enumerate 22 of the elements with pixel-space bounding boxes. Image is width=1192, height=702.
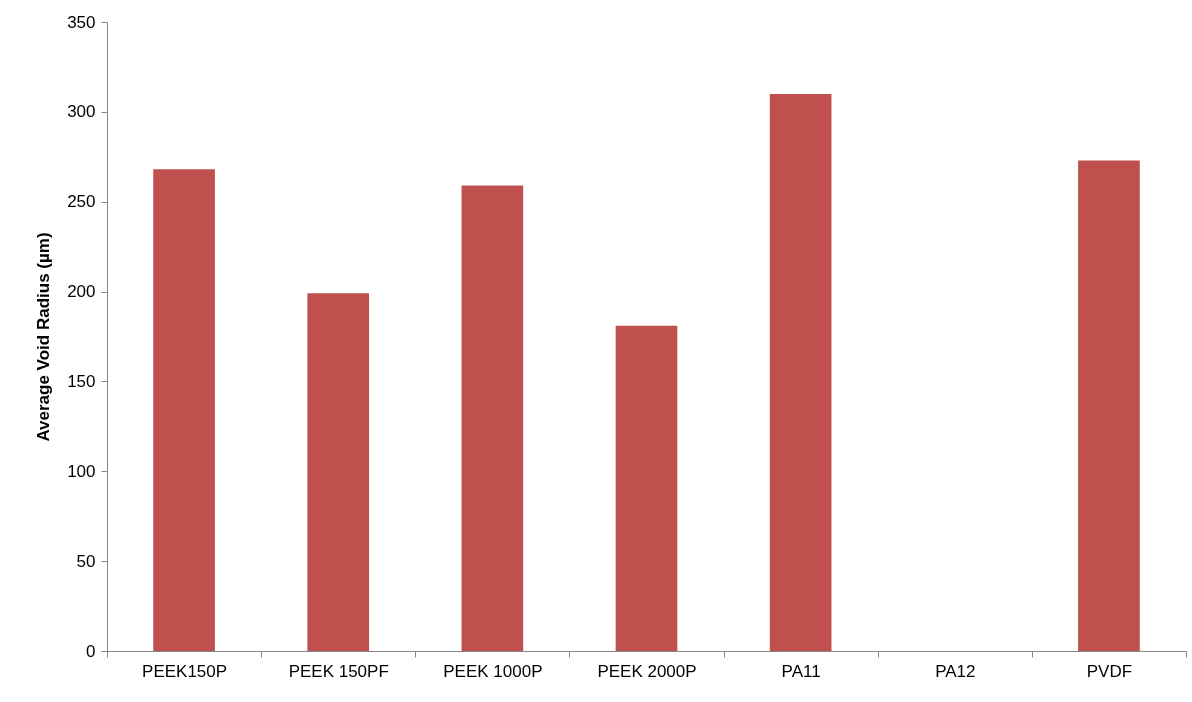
bar [615,325,678,651]
y-tick-label: 350 [67,12,96,32]
y-tick-label: 300 [67,102,96,122]
x-tick-label: PA12 [935,661,976,681]
y-tick-label: 200 [67,282,96,302]
y-tick-label: 50 [76,551,96,571]
x-tick-label: PEEK150P [142,661,228,681]
x-tick-label: PVDF [1086,661,1133,681]
y-tick-label: 0 [86,641,96,661]
y-axis-title: Average Void Radius (µm) [34,232,54,442]
y-tick-label: 150 [67,371,96,391]
x-tick-label: PA11 [781,661,821,681]
bar [1078,160,1140,651]
y-tick-label: 100 [67,461,96,481]
x-tick-label: PEEK 1000P [443,661,543,681]
bar [153,169,215,651]
bar [461,185,524,651]
bar [307,293,370,651]
x-tick-label: PEEK 2000P [597,661,697,681]
bar [769,93,832,651]
y-tick-label: 250 [67,192,96,212]
x-tick-label: PEEK 150PF [288,661,389,681]
